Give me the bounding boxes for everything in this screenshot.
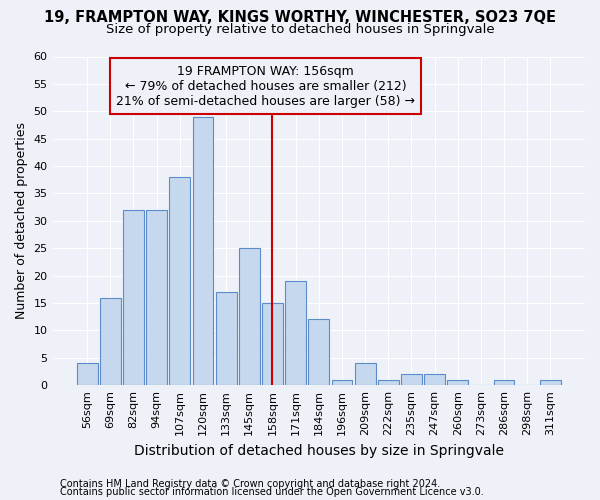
Bar	[494, 380, 514, 385]
Text: 19, FRAMPTON WAY, KINGS WORTHY, WINCHESTER, SO23 7QE: 19, FRAMPTON WAY, KINGS WORTHY, WINCHEST…	[44, 10, 556, 25]
Text: Contains HM Land Registry data © Crown copyright and database right 2024.: Contains HM Land Registry data © Crown c…	[60, 479, 440, 489]
Bar	[146, 210, 167, 385]
Bar	[448, 380, 468, 385]
Bar	[77, 364, 98, 385]
Bar	[540, 380, 561, 385]
Bar	[216, 292, 236, 385]
Bar	[355, 364, 376, 385]
Bar	[169, 177, 190, 385]
Bar	[239, 248, 260, 385]
Bar	[100, 298, 121, 385]
Bar	[332, 380, 352, 385]
Bar	[378, 380, 398, 385]
Text: Size of property relative to detached houses in Springvale: Size of property relative to detached ho…	[106, 22, 494, 36]
Bar	[424, 374, 445, 385]
Bar	[308, 320, 329, 385]
Bar	[193, 117, 214, 385]
Bar	[123, 210, 144, 385]
Y-axis label: Number of detached properties: Number of detached properties	[15, 122, 28, 320]
X-axis label: Distribution of detached houses by size in Springvale: Distribution of detached houses by size …	[134, 444, 504, 458]
Bar	[401, 374, 422, 385]
Bar	[262, 303, 283, 385]
Text: 19 FRAMPTON WAY: 156sqm
← 79% of detached houses are smaller (212)
21% of semi-d: 19 FRAMPTON WAY: 156sqm ← 79% of detache…	[116, 64, 415, 108]
Bar	[285, 281, 306, 385]
Text: Contains public sector information licensed under the Open Government Licence v3: Contains public sector information licen…	[60, 487, 484, 497]
